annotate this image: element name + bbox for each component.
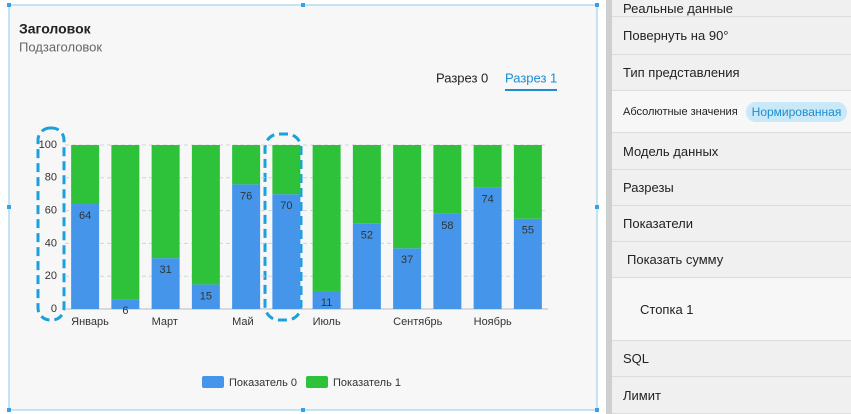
data-label: 11 (321, 297, 332, 309)
bar-segment (71, 204, 100, 309)
chart-title: Заголовок (19, 21, 92, 37)
x-tick-label: Сентябрь (393, 316, 443, 328)
bar-segment (111, 299, 140, 309)
data-label: 70 (280, 200, 292, 212)
panel-item[interactable]: Тип представления (612, 55, 851, 91)
panel-item[interactable]: Реальные данные (612, 0, 851, 17)
bar-segment (513, 218, 542, 309)
toggle-label: Абсолютные значения (623, 105, 738, 118)
panel-item[interactable]: SQL (612, 341, 851, 377)
toggle-option[interactable]: Нормированная (745, 101, 848, 122)
bar-segment (473, 145, 502, 188)
divider (606, 0, 612, 414)
data-label: 55 (522, 225, 534, 237)
highlight (263, 132, 303, 322)
stack-item[interactable]: Стопка 1 (612, 278, 851, 341)
panel-item[interactable]: Показатели (612, 206, 851, 242)
bar-segment (433, 145, 462, 214)
highlight (36, 126, 66, 322)
bar-segment (151, 145, 180, 259)
toggle-row: Абсолютные значения Нормированная (612, 91, 851, 133)
data-label: 6 (122, 305, 128, 317)
y-tick-label: 80 (45, 172, 57, 184)
bar-segment (71, 145, 100, 205)
legend-label: Показатель 1 (333, 377, 401, 389)
panel-item[interactable]: Повернуть на 90° (612, 17, 851, 55)
panel-item[interactable]: Разрезы (612, 170, 851, 206)
data-label: 52 (361, 230, 373, 242)
legend-label: Показатель 0 (229, 377, 297, 389)
tab[interactable]: Разрез 0 (436, 70, 488, 85)
x-tick-label: Ноябрь (474, 316, 512, 328)
bar-segment (151, 258, 180, 309)
tab[interactable]: Разрез 1 (505, 70, 557, 85)
panel-item[interactable]: Модель данных (612, 133, 851, 170)
bar-segment (232, 145, 261, 185)
chart-subtitle: Подзаголовок (19, 39, 102, 54)
data-label: 37 (401, 254, 413, 266)
y-tick-label: 100 (39, 139, 57, 151)
data-label: 31 (160, 264, 172, 276)
bar-segment (393, 145, 422, 249)
bar-segment (232, 184, 261, 309)
bar-segment (513, 145, 542, 219)
bar-segment (393, 248, 422, 309)
handles (7, 3, 599, 412)
panel-item[interactable]: Лимит (612, 377, 851, 414)
x-tick-label: Март (152, 316, 178, 328)
bar-segment (352, 223, 381, 309)
x-tick-label: Май (232, 316, 254, 328)
bar-segment (272, 194, 301, 309)
x-tick-label: Июль (313, 316, 341, 328)
bar-segment (352, 145, 381, 224)
y-tick-label: 60 (45, 205, 57, 217)
data-label: 74 (482, 194, 494, 206)
x-tick-label: Январь (71, 316, 109, 328)
y-tick-label: 20 (45, 270, 57, 282)
bar-segment (191, 284, 220, 309)
bar-segment (111, 145, 140, 300)
data-label: 15 (200, 290, 212, 302)
bar-segment (473, 187, 502, 309)
legend-swatch (202, 376, 224, 388)
bar-segment (191, 145, 220, 285)
data-label: 58 (441, 220, 453, 232)
y-tick-label: 0 (51, 303, 57, 315)
data-label: 64 (79, 210, 91, 222)
y-tick-label: 40 (45, 237, 57, 249)
chart: Заголовок Подзаголовок Разрез 0 Разрез 1 0… (7, 3, 599, 412)
data-label: 76 (240, 190, 252, 202)
panel-item[interactable]: Показать сумму (612, 242, 851, 278)
bar-segment (433, 213, 462, 309)
legend-swatch (306, 376, 328, 388)
bar-segment (272, 145, 301, 195)
bar-segment (312, 145, 341, 291)
bar-segment (312, 290, 341, 309)
